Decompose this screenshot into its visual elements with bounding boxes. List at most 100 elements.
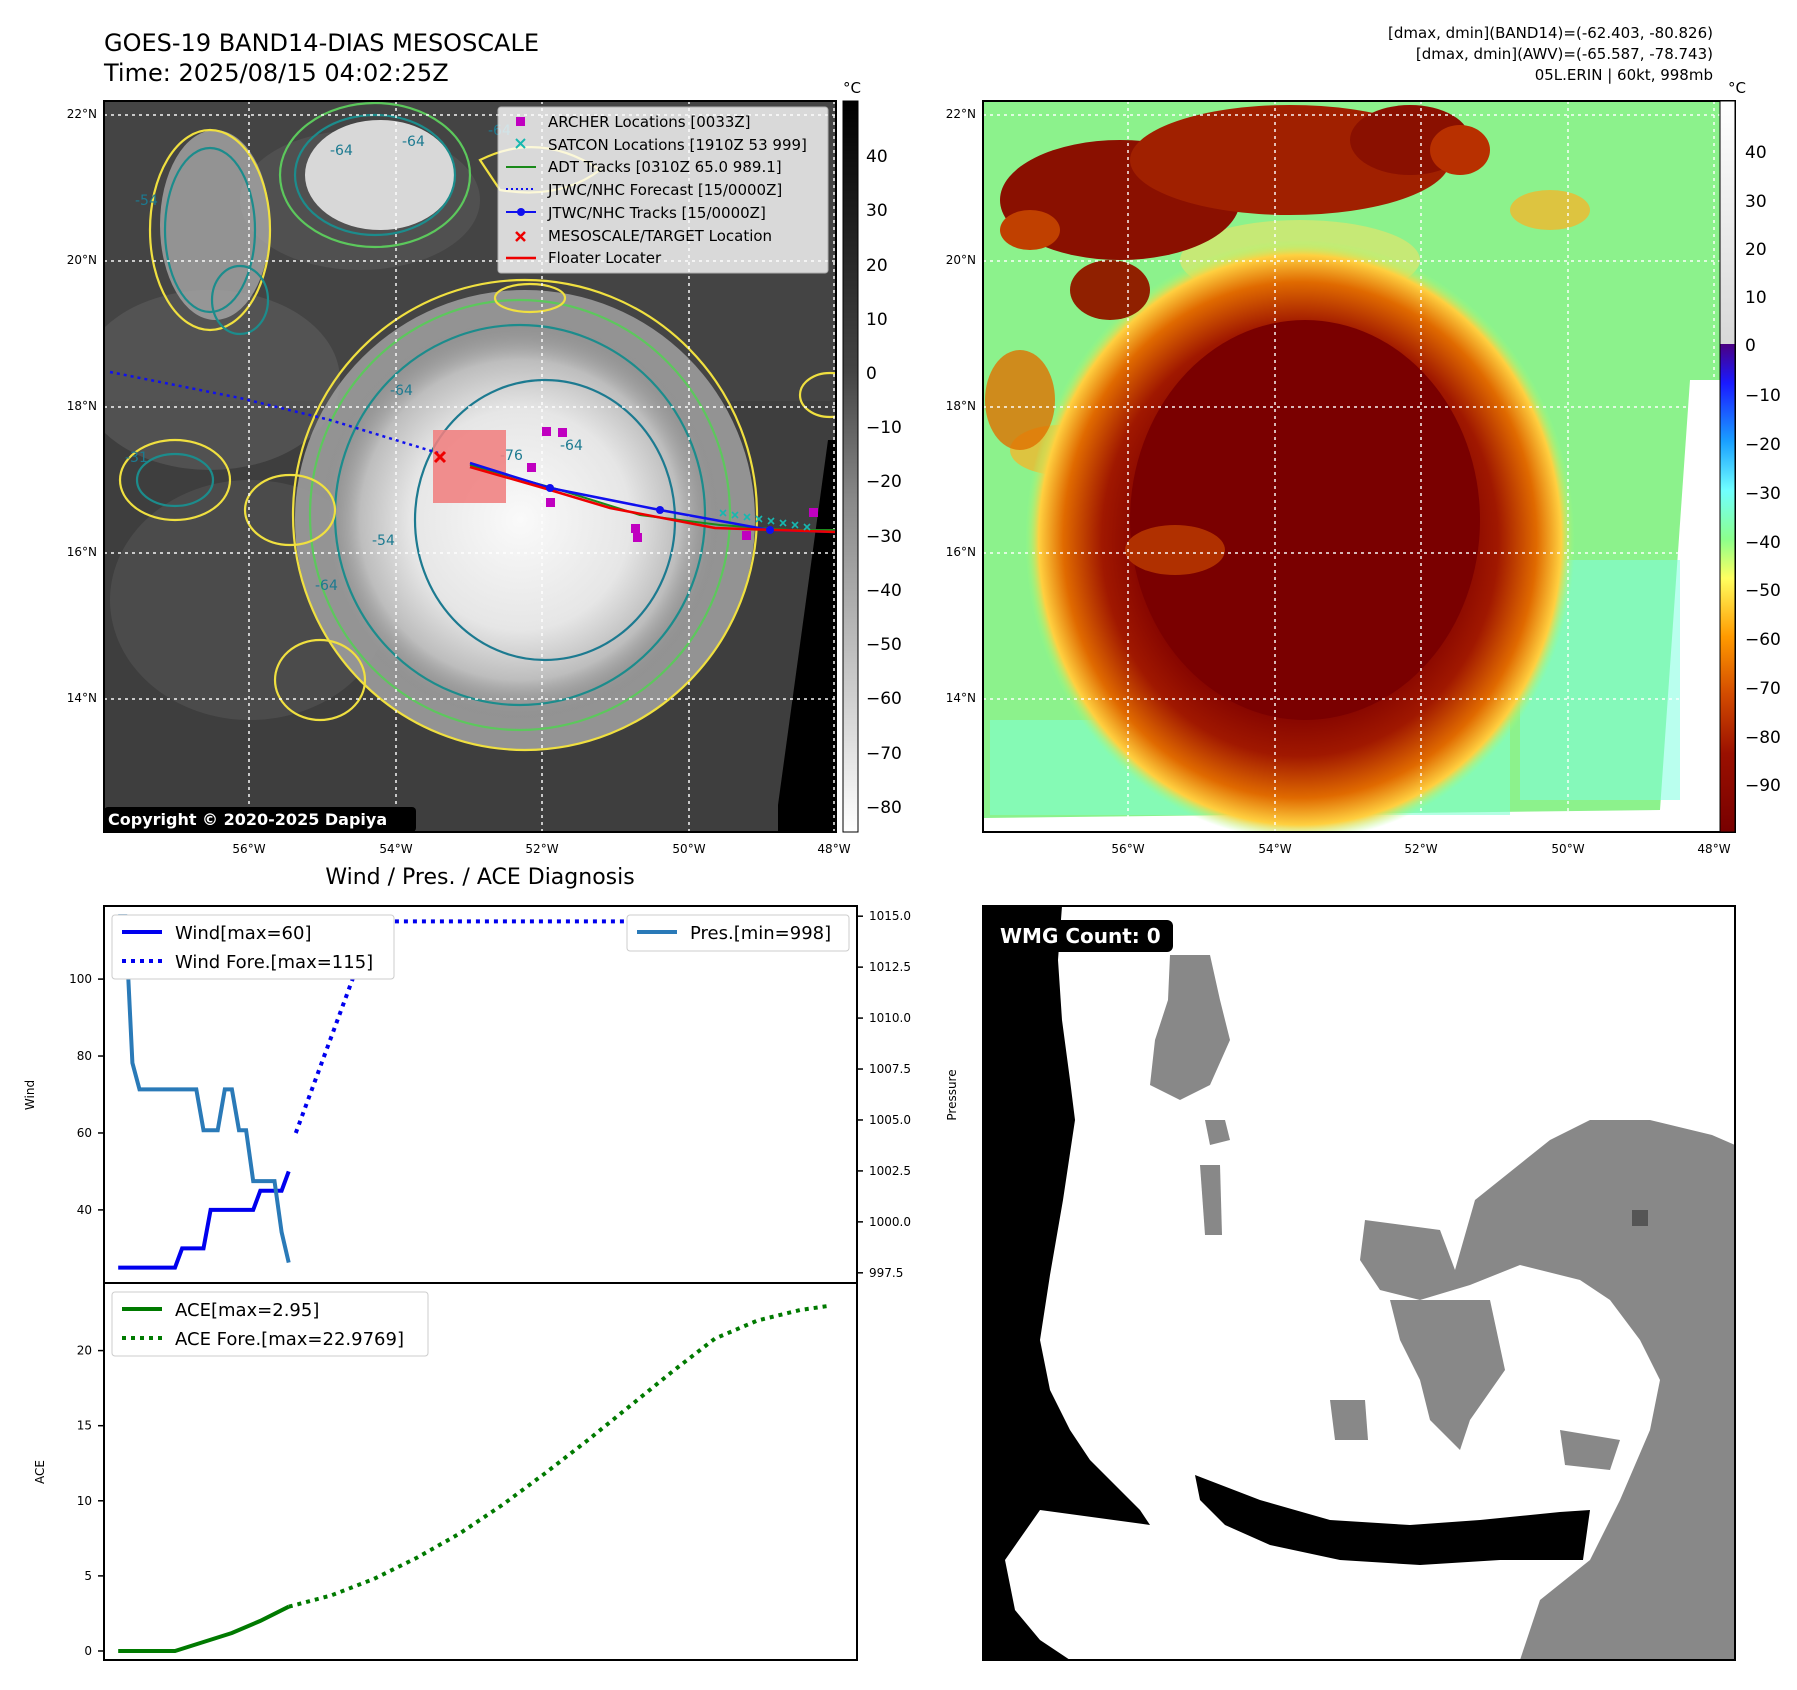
awv-colorbar-unit: °C <box>1728 79 1746 97</box>
pressure-ylabel: Pressure <box>945 1069 959 1120</box>
legend-label-adt: ADT Tracks [0310Z 65.0 989.1] <box>548 158 782 176</box>
ace-tick-label: 5 <box>84 1569 92 1583</box>
diag-title: Wind / Pres. / ACE Diagnosis <box>325 865 634 890</box>
ace-line <box>118 1604 290 1653</box>
legend-wind-fore: Wind Fore.[max=115] <box>175 952 373 973</box>
svg-text:−60: −60 <box>1745 630 1781 650</box>
svg-text:10: 10 <box>866 310 888 330</box>
svg-text:−10: −10 <box>866 418 902 438</box>
ir-lat-tick: 16°N <box>67 545 97 559</box>
satcon-points <box>719 509 811 531</box>
copyright-text: Copyright © 2020-2025 Dapiya <box>108 810 387 829</box>
ace-legend: ACE[max=2.95] ACE Fore.[max=22.9769] <box>111 1291 429 1357</box>
legend-label-archer: ARCHER Locations [0033Z] <box>548 113 751 131</box>
legend-label-jtwc-tracks: JTWC/NHC Tracks [15/0000Z] <box>547 204 766 222</box>
awv-map-panel <box>982 100 1736 833</box>
archer-point <box>809 508 818 517</box>
pressure-tick-label: 1000.0 <box>869 1215 911 1229</box>
ir-lat-tick: 20°N <box>67 253 97 267</box>
ir-colorbar-unit: °C <box>843 79 861 97</box>
legend-label-satcon: SATCON Locations [1910Z 53 999] <box>548 136 807 154</box>
awv-lat-tick: 16°N <box>946 545 976 559</box>
info-line-storm: 05L.ERIN | 60kt, 998mb <box>1535 66 1713 84</box>
svg-text:30: 30 <box>866 201 888 221</box>
jtwc-track-point <box>766 526 774 534</box>
svg-text:−40: −40 <box>866 581 902 601</box>
wind-tick-label: 100 <box>69 972 92 986</box>
ace-tick-label: 15 <box>77 1419 92 1433</box>
svg-text:−40: −40 <box>1745 533 1781 553</box>
awv-lon-tick: 54°W <box>1258 842 1291 856</box>
svg-text:−20: −20 <box>1745 435 1781 455</box>
svg-text:0: 0 <box>866 364 877 384</box>
svg-text:10: 10 <box>1745 288 1767 308</box>
ace-forecast-line <box>288 1303 829 1609</box>
awv-colorbar <box>1719 100 1736 833</box>
svg-text:−60: −60 <box>866 689 902 709</box>
wmg-count-text: WMG Count: 0 <box>1000 924 1161 948</box>
jtwc-forecast-line <box>109 370 439 455</box>
legend-pres: Pres.[min=998] <box>690 923 831 944</box>
ir-lon-tick: 50°W <box>672 842 705 856</box>
wind-tick-label: 60 <box>77 1126 92 1140</box>
ace-tick-label: 20 <box>77 1344 92 1358</box>
svg-text:0: 0 <box>1745 336 1756 356</box>
legend-label-mesoscale: MESOSCALE/TARGET Location <box>548 227 772 245</box>
ir-no-data-region <box>778 440 836 832</box>
svg-text:−30: −30 <box>1745 484 1781 504</box>
figure-title-line2: Time: 2025/08/15 04:02:25Z <box>103 59 449 87</box>
figure-title-line1: GOES-19 BAND14-DIAS MESOSCALE <box>104 29 539 57</box>
svg-text:20: 20 <box>1745 240 1767 260</box>
contour-label: -64 <box>330 143 353 159</box>
ir-colorbar <box>842 100 859 833</box>
wmg-count-badge <box>990 920 1173 952</box>
awv-lon-tick: 56°W <box>1111 842 1144 856</box>
contour-label: -31 <box>125 450 148 466</box>
svg-text:−20: −20 <box>866 472 902 492</box>
legend-label-jtwc-forecast: JTWC/NHC Forecast [15/0000Z] <box>547 181 782 199</box>
awv-lon-tick: 52°W <box>1404 842 1437 856</box>
ace-tick-label: 10 <box>77 1494 92 1508</box>
ir-legend: ARCHER Locations [0033Z] SATCON Location… <box>497 106 829 274</box>
ir-lon-tick: 54°W <box>379 842 412 856</box>
svg-text:−80: −80 <box>866 798 902 818</box>
mesoscale-target-box <box>433 430 506 503</box>
wind-line <box>118 1170 291 1270</box>
awv-lon-tick: 50°W <box>1551 842 1584 856</box>
svg-text:−30: −30 <box>866 527 902 547</box>
contour-label: -64 <box>315 578 338 594</box>
archer-point <box>546 498 555 507</box>
legend-ace-fore: ACE Fore.[max=22.9769] <box>175 1329 404 1350</box>
wmg-panel: WMG Count: 0 <box>982 905 1736 1661</box>
svg-text:−10: −10 <box>1745 386 1781 406</box>
contour-label: -54 <box>135 193 158 209</box>
awv-colorbar-ticks: 40 30 20 10 0 −10 −20 −30 −40 −50 −60 −7… <box>1745 143 1781 796</box>
pres-legend: Pres.[min=998] <box>626 914 850 952</box>
svg-text:−50: −50 <box>1745 581 1781 601</box>
pressure-line <box>118 914 291 1264</box>
legend-wind: Wind[max=60] <box>175 923 312 944</box>
jtwc-track-point <box>546 484 554 492</box>
svg-text:20: 20 <box>866 256 888 276</box>
pressure-tick-label: 1010.0 <box>869 1011 911 1025</box>
ir-lon-tick: 52°W <box>525 842 558 856</box>
awv-lat-tick: 22°N <box>946 107 976 121</box>
ir-lat-tick: 18°N <box>67 399 97 413</box>
wind-tick-label: 80 <box>77 1049 92 1063</box>
legend-label-floater: Floater Locater <box>548 249 662 267</box>
wmg-black-band <box>1195 1475 1590 1565</box>
floater-locater-line <box>469 465 836 534</box>
pressure-tick-label: 997.5 <box>869 1266 903 1280</box>
archer-point <box>558 428 567 437</box>
contour-label: -64 <box>390 383 413 399</box>
archer-point <box>542 427 551 436</box>
archer-point <box>742 531 751 540</box>
ir-lon-tick: 56°W <box>232 842 265 856</box>
ace-ylabel: ACE <box>33 1460 47 1484</box>
svg-text:−90: −90 <box>1745 776 1781 796</box>
pressure-tick-label: 1005.0 <box>869 1113 911 1127</box>
svg-text:−80: −80 <box>1745 728 1781 748</box>
contour-label: -64 <box>560 438 583 454</box>
ir-lat-tick: 14°N <box>67 691 97 705</box>
